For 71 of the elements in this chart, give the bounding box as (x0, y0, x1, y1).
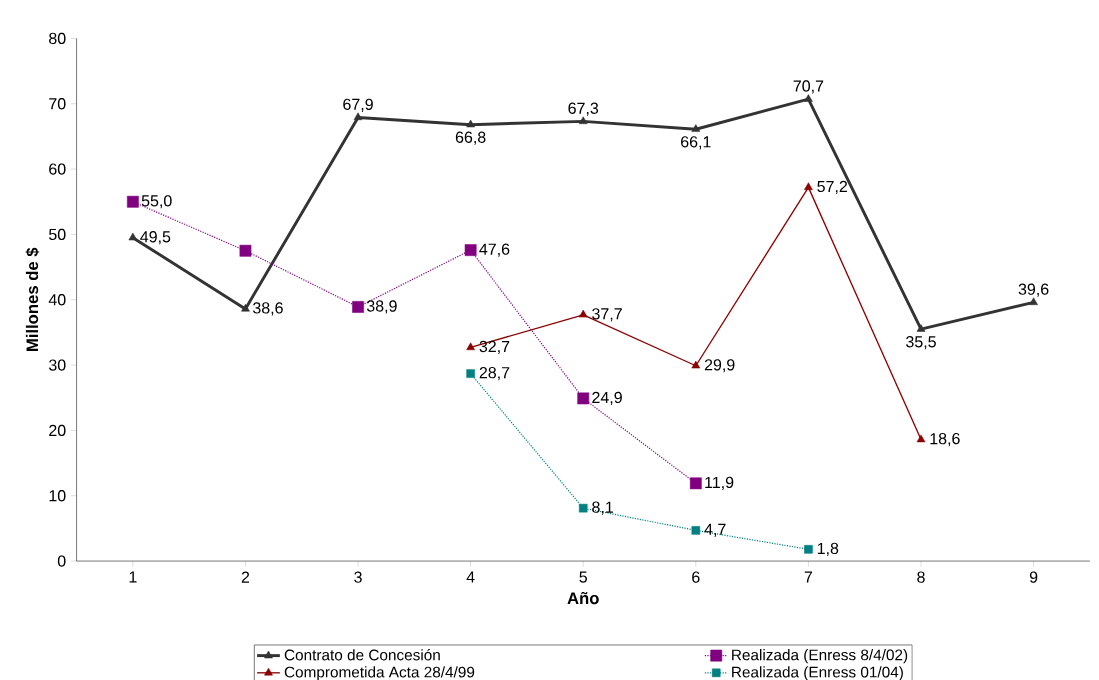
data-label: 8,1 (592, 501, 613, 515)
data-label: 39,6 (1018, 283, 1049, 297)
legend-label: Contrato de Concesión (284, 648, 440, 661)
point (464, 244, 477, 256)
data-label: 38,9 (366, 300, 397, 314)
data-label: 28,7 (479, 366, 510, 381)
point (916, 434, 926, 443)
point (353, 112, 363, 121)
point (689, 477, 702, 490)
y-tick-label: 80 (49, 32, 66, 45)
legend-label: Realizada (Enress 8/4/02) (732, 649, 908, 664)
point (916, 324, 926, 332)
data-label: 66,1 (681, 136, 711, 150)
y-tick-label: 10 (49, 490, 66, 502)
data-label: 24,9 (592, 391, 622, 406)
point (466, 369, 475, 378)
point (126, 195, 139, 208)
point (128, 232, 138, 241)
data-label: 66,8 (455, 131, 486, 145)
data-label: 18,6 (930, 432, 960, 447)
point (578, 503, 588, 513)
point (578, 116, 588, 124)
point (691, 526, 701, 535)
data-label: 37,7 (592, 308, 622, 322)
x-tick-label: 1 (129, 571, 137, 583)
data-label: 32,7 (479, 340, 510, 355)
point (352, 301, 364, 313)
x-tick-label: 5 (579, 571, 587, 583)
point (1029, 297, 1038, 305)
x-tick-label: 9 (1029, 571, 1038, 583)
y-tick-label: 0 (57, 555, 66, 567)
data-label: 67,3 (568, 102, 599, 116)
x-tick-label: 6 (692, 571, 700, 583)
y-tick-label: 20 (49, 424, 66, 437)
data-label: 55,0 (141, 195, 172, 209)
point (691, 360, 701, 369)
data-label: 47,6 (479, 243, 510, 257)
data-label: 11,9 (705, 476, 734, 490)
y-tick-label: 50 (49, 228, 66, 241)
point (691, 124, 701, 132)
data-label: 67,9 (343, 98, 373, 112)
x-tick-label: 4 (466, 571, 475, 583)
y-tick-label: 30 (48, 359, 66, 371)
x-tick-label: 8 (917, 571, 925, 583)
y-tick-label: 70 (49, 98, 66, 110)
legend-label: Comprometida Acta 28/4/99 (284, 666, 475, 680)
data-label: 49,5 (140, 231, 171, 245)
point (241, 303, 250, 312)
data-label: 35,5 (906, 336, 936, 350)
point (577, 392, 590, 405)
point (466, 119, 475, 128)
point (804, 545, 813, 554)
y-tick-label: 40 (48, 294, 66, 306)
x-axis-title: Año (567, 591, 599, 605)
data-label: 57,2 (817, 180, 848, 194)
x-tick-label: 7 (804, 571, 813, 583)
y-axis-title: Millones de $ (25, 247, 40, 351)
legend-label: Realizada (Enress 01/04) (732, 666, 903, 680)
data-label: 4,7 (704, 523, 726, 537)
point (804, 182, 813, 190)
data-label: 70,7 (793, 80, 824, 94)
point (239, 244, 252, 257)
point (804, 94, 813, 102)
y-tick-label: 60 (49, 163, 66, 175)
point (578, 309, 588, 318)
data-label: 29,9 (704, 359, 735, 373)
point (466, 342, 475, 351)
data-label: 1,8 (817, 542, 839, 556)
data-label: 38,6 (253, 302, 283, 316)
x-tick-label: 2 (241, 571, 250, 583)
x-tick-label: 3 (354, 571, 362, 583)
